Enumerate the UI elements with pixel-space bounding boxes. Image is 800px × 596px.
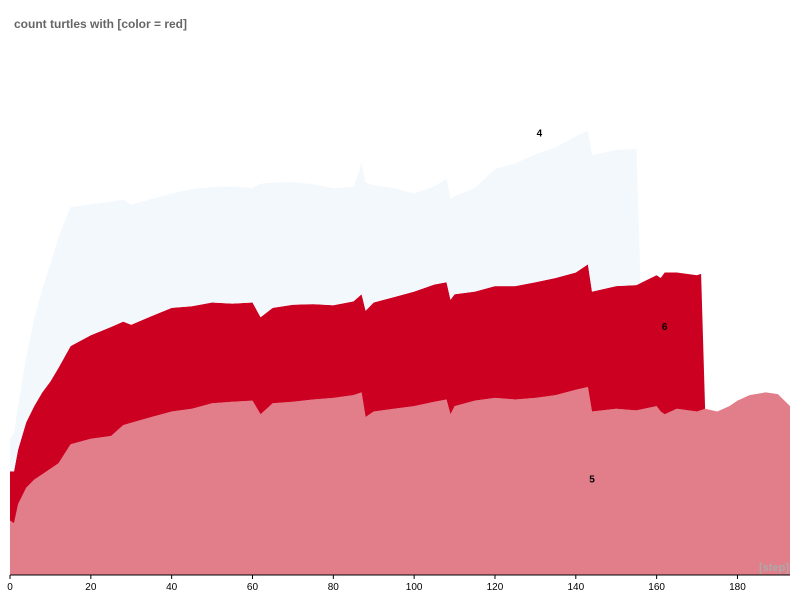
series-area-6 (10, 264, 790, 524)
series-label-layer: 5 6 4 (537, 128, 668, 485)
series-label-4: 4 (537, 128, 543, 139)
x-tick-label: 140 (567, 582, 584, 593)
x-tick-label: 60 (247, 582, 259, 593)
x-tick-label: 20 (85, 582, 97, 593)
x-tick-label: 40 (166, 582, 178, 593)
series-label-6: 6 (662, 322, 668, 333)
x-tick-label: 0 (7, 582, 13, 593)
x-tick-label: 100 (406, 582, 423, 593)
x-tick-label: 180 (729, 582, 746, 593)
series-layer (10, 130, 790, 575)
chart-title: count turtles with [color = red] (14, 17, 187, 31)
series-area-4 (10, 130, 790, 472)
x-tick-label: 160 (648, 582, 665, 593)
x-tick-label: 120 (487, 582, 504, 593)
x-axis: 0 20 40 60 80 100 120 140 160 180 (7, 574, 790, 593)
x-axis-label: [step] (759, 562, 789, 574)
x-tick-label: 80 (328, 582, 340, 593)
series-area-5 (10, 387, 790, 575)
series-label-5: 5 (589, 474, 595, 485)
